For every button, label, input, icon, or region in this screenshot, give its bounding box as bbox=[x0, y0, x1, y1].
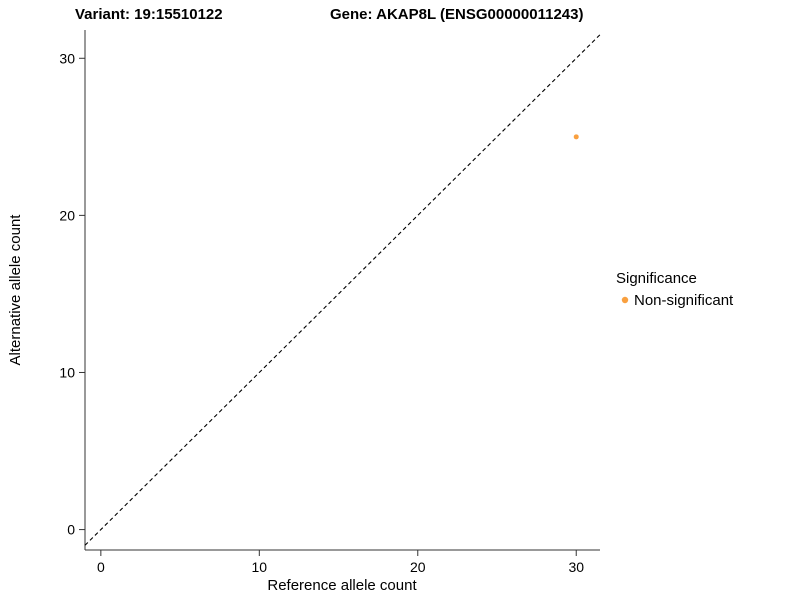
x-tick-label: 10 bbox=[252, 559, 268, 575]
x-tick-label: 0 bbox=[97, 559, 105, 575]
legend-item-label: Non-significant bbox=[634, 292, 734, 309]
x-axis-label: Reference allele count bbox=[267, 577, 417, 594]
data-point bbox=[573, 134, 579, 140]
x-tick-label: 30 bbox=[568, 559, 584, 575]
data-layer bbox=[84, 34, 601, 546]
legend: Significance Non-significant bbox=[616, 270, 734, 309]
variant-title: Variant: 19:15510122 bbox=[75, 6, 223, 23]
legend-title: Significance bbox=[616, 270, 697, 287]
y-axis-label: Alternative allele count bbox=[7, 214, 24, 366]
gene-title: Gene: AKAP8L (ENSG00000011243) bbox=[330, 6, 583, 23]
legend-point-icon bbox=[621, 296, 629, 304]
y-tick-label: 0 bbox=[67, 522, 75, 538]
axes-layer: 0 10 20 30 0 10 20 30 bbox=[59, 30, 600, 575]
identity-line bbox=[84, 34, 601, 546]
y-tick-label: 20 bbox=[59, 207, 75, 223]
y-tick-label: 10 bbox=[59, 364, 75, 380]
y-tick-label: 30 bbox=[59, 50, 75, 66]
x-tick-label: 20 bbox=[410, 559, 426, 575]
